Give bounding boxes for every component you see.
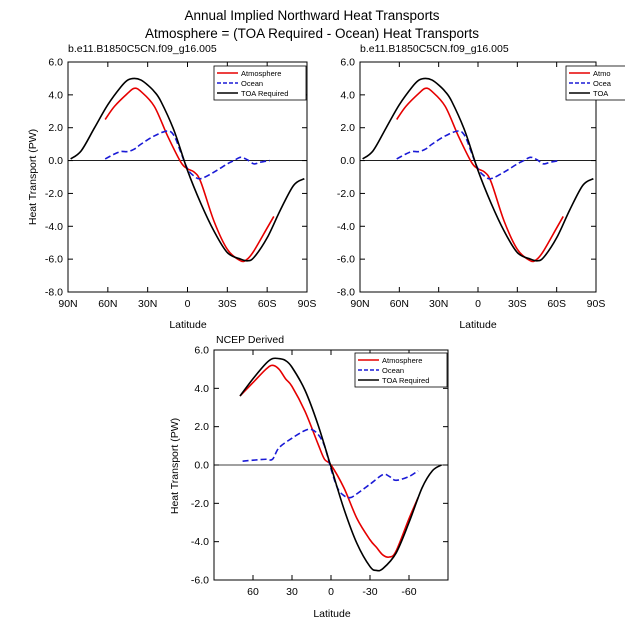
y-tick-label: -2.0 (191, 498, 209, 510)
x-tick-label: 0 (185, 298, 191, 310)
y-axis-label: Heat Transport (PW) (169, 418, 181, 514)
x-axis-label: Latitude (169, 319, 207, 331)
x-tick-label: 60S (547, 298, 566, 310)
legend-label: Atmosphere (241, 69, 281, 78)
y-tick-label: 2.0 (340, 122, 355, 134)
y-tick-label: 6.0 (48, 57, 63, 69)
series-line-atmosphere (239, 364, 419, 558)
series-line-atmosphere (396, 87, 564, 263)
y-tick-label: 6.0 (194, 345, 209, 357)
y-tick-label: -4.0 (337, 221, 355, 233)
y-tick-label: 4.0 (340, 89, 355, 101)
panel-bottom: NCEP Derived Heat Transport (PW) Latitud… (169, 334, 449, 620)
x-tick-label: 60 (247, 586, 259, 598)
panel-title: b.e11.B1850C5CN.f09_g16.005 (360, 43, 509, 55)
legend-label: Ocean (382, 366, 404, 375)
panel-top-right: b.e11.B1850C5CN.f09_g16.005 Latitude 6.0… (337, 43, 625, 331)
y-tick-label: -4.0 (45, 221, 63, 233)
x-tick-label: 30S (508, 298, 527, 310)
x-tick-label: -60 (401, 586, 416, 598)
x-tick-label: 0 (328, 586, 334, 598)
legend-label: Ocean (241, 79, 263, 88)
legend-label: TOA Required (241, 89, 288, 98)
y-tick-label: 0.0 (340, 155, 355, 167)
y-tick-label: -8.0 (45, 287, 63, 299)
series-line-toa-required (362, 77, 594, 262)
x-tick-label: 30N (138, 298, 157, 310)
series-line-atmosphere (104, 87, 275, 263)
y-tick-label: -6.0 (337, 254, 355, 266)
x-axis-label: Latitude (313, 608, 351, 620)
x-tick-label: 60N (390, 298, 409, 310)
panel-title: NCEP Derived (216, 334, 284, 346)
y-tick-label: 0.0 (48, 155, 63, 167)
y-tick-label: -2.0 (337, 188, 355, 200)
x-tick-label: 90N (58, 298, 77, 310)
y-tick-label: 4.0 (48, 89, 63, 101)
y-tick-label: 2.0 (194, 421, 209, 433)
x-tick-label: 90N (350, 298, 369, 310)
legend-label: Atmo (593, 69, 611, 78)
y-tick-label: 0.0 (194, 460, 209, 472)
y-tick-label: 4.0 (194, 383, 209, 395)
panel-title: b.e11.B1850C5CN.f09_g16.005 (68, 43, 217, 55)
x-tick-label: 90S (298, 298, 317, 310)
figure-title-line1: Annual Implied Northward Heat Transports (184, 8, 439, 23)
y-axis-label: Heat Transport (PW) (27, 129, 39, 225)
x-tick-label: 30 (286, 586, 298, 598)
y-tick-label: -4.0 (191, 536, 209, 548)
legend-label: Ocea (593, 79, 612, 88)
x-tick-label: 90S (587, 298, 606, 310)
legend-box (354, 352, 448, 388)
panel-top-left: b.e11.B1850C5CN.f09_g16.005 Heat Transpo… (27, 43, 316, 331)
y-tick-label: -8.0 (337, 287, 355, 299)
plot-frame (359, 61, 597, 293)
x-axis-label: Latitude (459, 319, 497, 331)
series-line-toa-required (70, 77, 305, 262)
y-tick-label: -6.0 (45, 254, 63, 266)
y-tick-label: 2.0 (48, 122, 63, 134)
legend-label: TOA (593, 89, 608, 98)
series-line-toa-required (239, 357, 442, 572)
y-tick-label: -6.0 (191, 575, 209, 587)
legend-label: Atmosphere (382, 356, 422, 365)
x-tick-label: 60N (98, 298, 117, 310)
y-tick-label: 6.0 (340, 57, 355, 69)
x-tick-label: 0 (475, 298, 481, 310)
x-tick-label: 30N (429, 298, 448, 310)
figure-title-line2: Atmosphere = (TOA Required - Ocean) Heat… (145, 26, 479, 41)
x-tick-label: 30S (218, 298, 237, 310)
x-tick-label: 60S (258, 298, 277, 310)
y-tick-label: -2.0 (45, 188, 63, 200)
x-tick-label: -30 (362, 586, 377, 598)
legend-label: TOA Required (382, 376, 429, 385)
